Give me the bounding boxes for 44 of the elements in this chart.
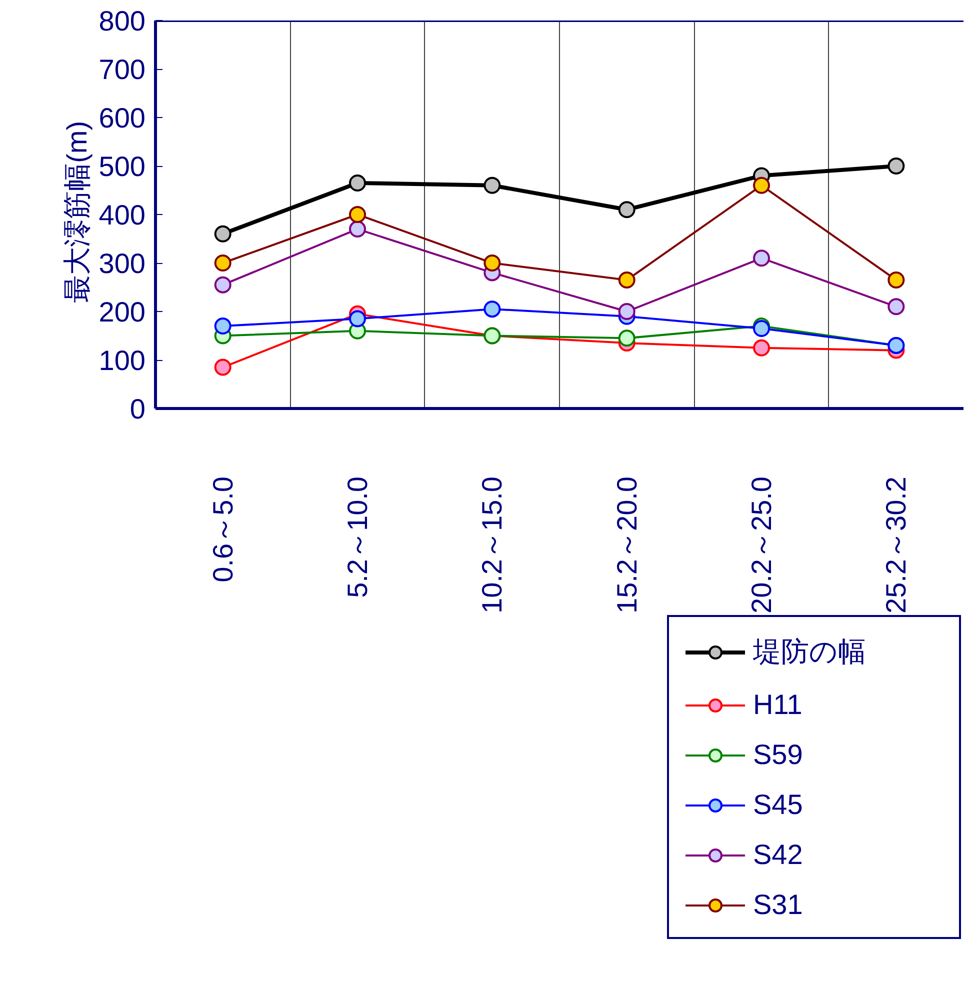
x-tick-label: 15.2～20.0 <box>611 476 642 614</box>
point <box>484 254 501 272</box>
point <box>214 318 232 335</box>
x-tick-label: 0.6～5.0 <box>207 476 238 582</box>
point <box>618 303 636 320</box>
point <box>214 254 232 272</box>
x-tick-label: 20.2～25.0 <box>746 476 777 614</box>
point <box>753 250 770 267</box>
y-axis-title: 最大澪筋幅(m) <box>62 120 92 303</box>
y-tick-label: 500 <box>98 151 146 182</box>
point <box>888 271 905 288</box>
legend-label: S45 <box>753 789 804 821</box>
point <box>349 220 366 238</box>
point <box>214 225 232 242</box>
y-tick-label: 800 <box>98 6 146 36</box>
y-tick-label: 200 <box>98 296 146 328</box>
legend-label: H11 <box>753 689 804 721</box>
point <box>484 176 501 194</box>
legend-label: S59 <box>753 739 804 771</box>
point <box>349 174 366 192</box>
y-tick-label: 600 <box>98 102 146 134</box>
legend-label: S31 <box>753 889 804 921</box>
x-tick-label: 5.2～10.0 <box>342 476 373 598</box>
y-tick-label: 300 <box>98 248 146 279</box>
x-tick-label: 25.2～30.2 <box>880 476 912 614</box>
point <box>484 300 501 318</box>
point <box>753 176 770 194</box>
y-tick-label: 700 <box>98 54 146 85</box>
point <box>214 276 232 294</box>
point <box>888 158 905 174</box>
legend-label: S42 <box>753 839 804 871</box>
point <box>618 330 636 347</box>
y-tick-label: 100 <box>98 345 146 376</box>
point <box>618 201 636 218</box>
y-tick-label: 0 <box>130 394 146 424</box>
point <box>888 298 905 316</box>
point <box>349 206 366 223</box>
point <box>618 271 636 288</box>
point <box>214 358 232 376</box>
point <box>349 310 366 328</box>
x-tick-label: 10.2～15.0 <box>476 476 508 614</box>
point <box>753 339 770 356</box>
y-tick-label: 400 <box>98 200 146 230</box>
legend-label: 堤防の幅 <box>753 635 867 669</box>
